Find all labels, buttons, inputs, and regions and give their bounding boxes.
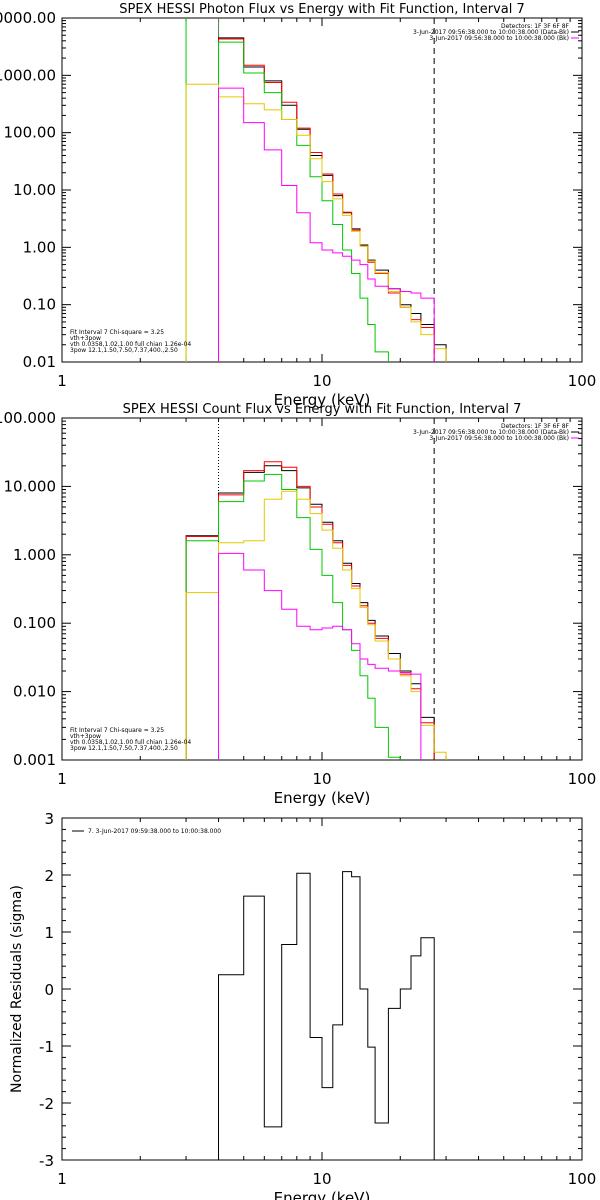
y-tick-label: 10000.00 [0,9,56,27]
y-tick-label: 0.001 [13,751,56,769]
chart-panel-1: 1 10 100 0.01 0.10 1.00 10.00 100.00 1000.00 1000… [0,2,596,409]
y-tick-label: 1 [44,924,54,942]
y-tick-label: 0.01 [23,353,56,371]
legend-entry: vth+3pow [70,335,101,342]
x-tick-label: 10 [312,372,331,390]
legend-entry: vth 0.0358,1.02,1.00 full chian 1.26e-04 [70,341,191,348]
plot-frame [61,417,583,761]
series-line-4 [185,490,447,760]
legend-entry: vth+3pow [70,733,101,740]
x-tick-label: 10 [312,1170,331,1188]
y-tick-label: -3 [39,1152,54,1170]
x-tick-label: 1 [57,770,67,788]
y-tick-label: 1.00 [23,238,56,256]
x-tick-label: 100 [568,770,597,788]
y-tick-label: 2 [44,867,54,885]
y-tick-label: 0 [44,981,54,999]
y-tick-label: 1000.00 [0,66,56,84]
chart-panel-2: 1 10 100 0.001 0.010 0.100 1.000 10.000 100.000 S… [0,402,596,807]
y-tick-label: 1.000 [13,546,56,564]
y-tick-label: 0.100 [13,614,56,632]
series-line-5 [218,552,422,760]
legend-entry: 3pow 12.1,1.50,7.50,7.37,400.,2.50 [70,745,178,752]
info-text: Detectors: 1F 3F 6F 8F [501,23,570,30]
plot-area [185,18,447,362]
y-tick-label: 100.000 [0,409,56,427]
y-tick-label: -1 [39,1038,54,1056]
y-tick-label: 10.000 [4,477,57,495]
x-tick-label: 10 [312,770,331,788]
x-tick-label: 1 [57,372,67,390]
series-line-1 [218,871,435,1160]
legend-entry: Fit Interval 7 Chi-square = 3.25 [70,727,164,734]
series-line-2 [218,38,435,362]
y-tick-label: -2 [39,1095,54,1113]
plot-area [185,418,447,760]
chart-title: SPEX HESSI Photon Flux vs Energy with Fi… [119,2,525,17]
info-text: 3-Jun-2017 09:56:38.000 to 10:00:38.000 … [413,29,569,36]
series-line-4 [185,83,447,362]
legend-entry: Fit Interval 7 Chi-square = 3.25 [70,329,164,336]
x-axis-label: Energy (keV) [274,1189,371,1200]
x-tick-label: 100 [568,372,597,390]
x-tick-label: 1 [57,1170,67,1188]
info-text: 3-Jun-2017 09:56:38.000 to 10:00:38.000 … [429,435,569,442]
x-axis-label: Energy (keV) [274,391,371,409]
series-line-5 [218,87,435,362]
plot-area [218,871,435,1160]
chart-title: SPEX HESSI Count Flux vs Energy with Fit… [123,402,522,417]
y-axis-label: Normalized Residuals (sigma) [9,885,25,1093]
legend-entry: 7. 3-Jun-2017 09:59:38.000 to 10:00:38.0… [88,828,221,835]
info-text: 3-Jun-2017 09:56:38.000 to 10:00:38.000 … [429,35,569,42]
x-tick-label: 100 [568,1170,597,1188]
y-tick-label: 0.010 [13,683,56,701]
y-tick-label: 100.00 [4,124,57,142]
plot-frame [61,817,583,1161]
y-tick-label: 10.00 [13,181,56,199]
series-line-3 [185,473,401,760]
y-tick-label: 0.10 [23,296,56,314]
info-text: Detectors: 1F 3F 6F 8F [501,423,570,430]
y-tick-label: 3 [44,810,54,828]
legend-entry: 3pow 12.1,1.50,7.50,7.37,400.,2.50 [70,347,178,354]
chart-panel-3: 1 10 100 -3 -2 -1 0 1 2 3 Energy (keV) Normalized R… [9,810,596,1200]
series-line-3 [218,41,401,362]
info-text: 3-Jun-2017 09:56:38.000 to 10:00:38.000 … [413,429,569,436]
legend-entry: vth 0.0358,1.02,1.00 full chian 1.26e-04 [70,739,191,746]
x-axis-label: Energy (keV) [274,789,371,807]
